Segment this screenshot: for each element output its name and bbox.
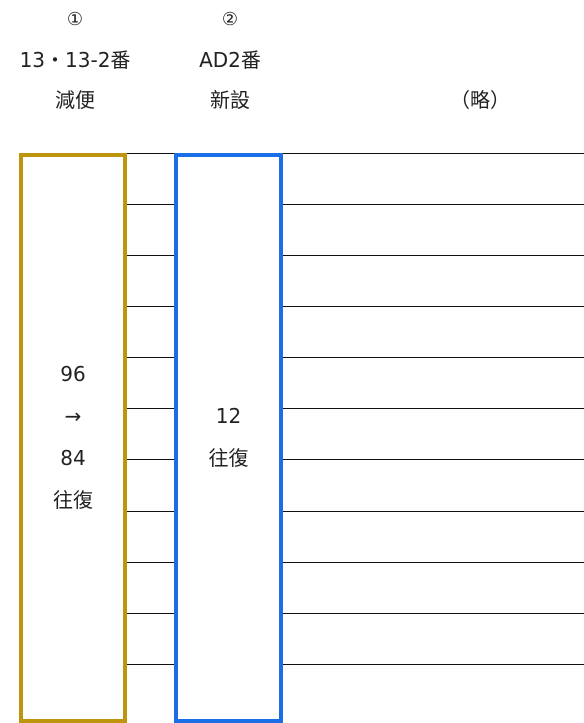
route-13-box: 96 → 84 往復	[19, 153, 127, 723]
marker-2: ②	[221, 9, 239, 30]
schedule-line	[127, 664, 174, 665]
schedule-line	[283, 255, 584, 256]
column-2-header: ② AD2番 新設	[170, 0, 290, 120]
schedule-line	[283, 204, 584, 205]
schedule-line	[283, 153, 584, 154]
schedule-line	[283, 562, 584, 563]
arrow-icon: →	[64, 404, 82, 428]
route-1-label: 13・13-2番	[19, 48, 131, 72]
schedule-line	[127, 255, 174, 256]
column-3-header: （略）	[400, 80, 560, 120]
schedule-line	[127, 306, 174, 307]
column-1-header: ① 13・13-2番 減便	[0, 0, 150, 120]
schedule-line	[127, 204, 174, 205]
schedule-line	[283, 511, 584, 512]
action-1-label: 減便	[55, 88, 95, 112]
frequency-unit: 往復	[53, 488, 93, 512]
route-ad2-box: 12 往復	[174, 153, 283, 723]
schedule-line	[283, 664, 584, 665]
schedule-line	[283, 306, 584, 307]
frequency-before: 96	[60, 362, 86, 386]
schedule-line	[283, 459, 584, 460]
route-2-label: AD2番	[199, 48, 261, 72]
schedule-line	[127, 613, 174, 614]
frequency-after: 84	[60, 446, 86, 470]
schedule-line	[283, 408, 584, 409]
frequency-value: 12	[215, 404, 242, 428]
schedule-line	[127, 511, 174, 512]
schedule-line	[283, 357, 584, 358]
action-2-label: 新設	[210, 88, 250, 112]
route-ad2-frequency: 12 往復	[178, 395, 279, 479]
omitted-label: （略）	[450, 88, 510, 112]
frequency-unit: 往復	[208, 446, 249, 470]
schedule-line	[127, 153, 174, 154]
schedule-line	[127, 408, 174, 409]
schedule-line	[283, 613, 584, 614]
schedule-line	[127, 562, 174, 563]
marker-1: ①	[66, 9, 84, 30]
route-13-frequency: 96 → 84 往復	[23, 353, 123, 521]
schedule-line	[127, 459, 174, 460]
schedule-line	[127, 357, 174, 358]
